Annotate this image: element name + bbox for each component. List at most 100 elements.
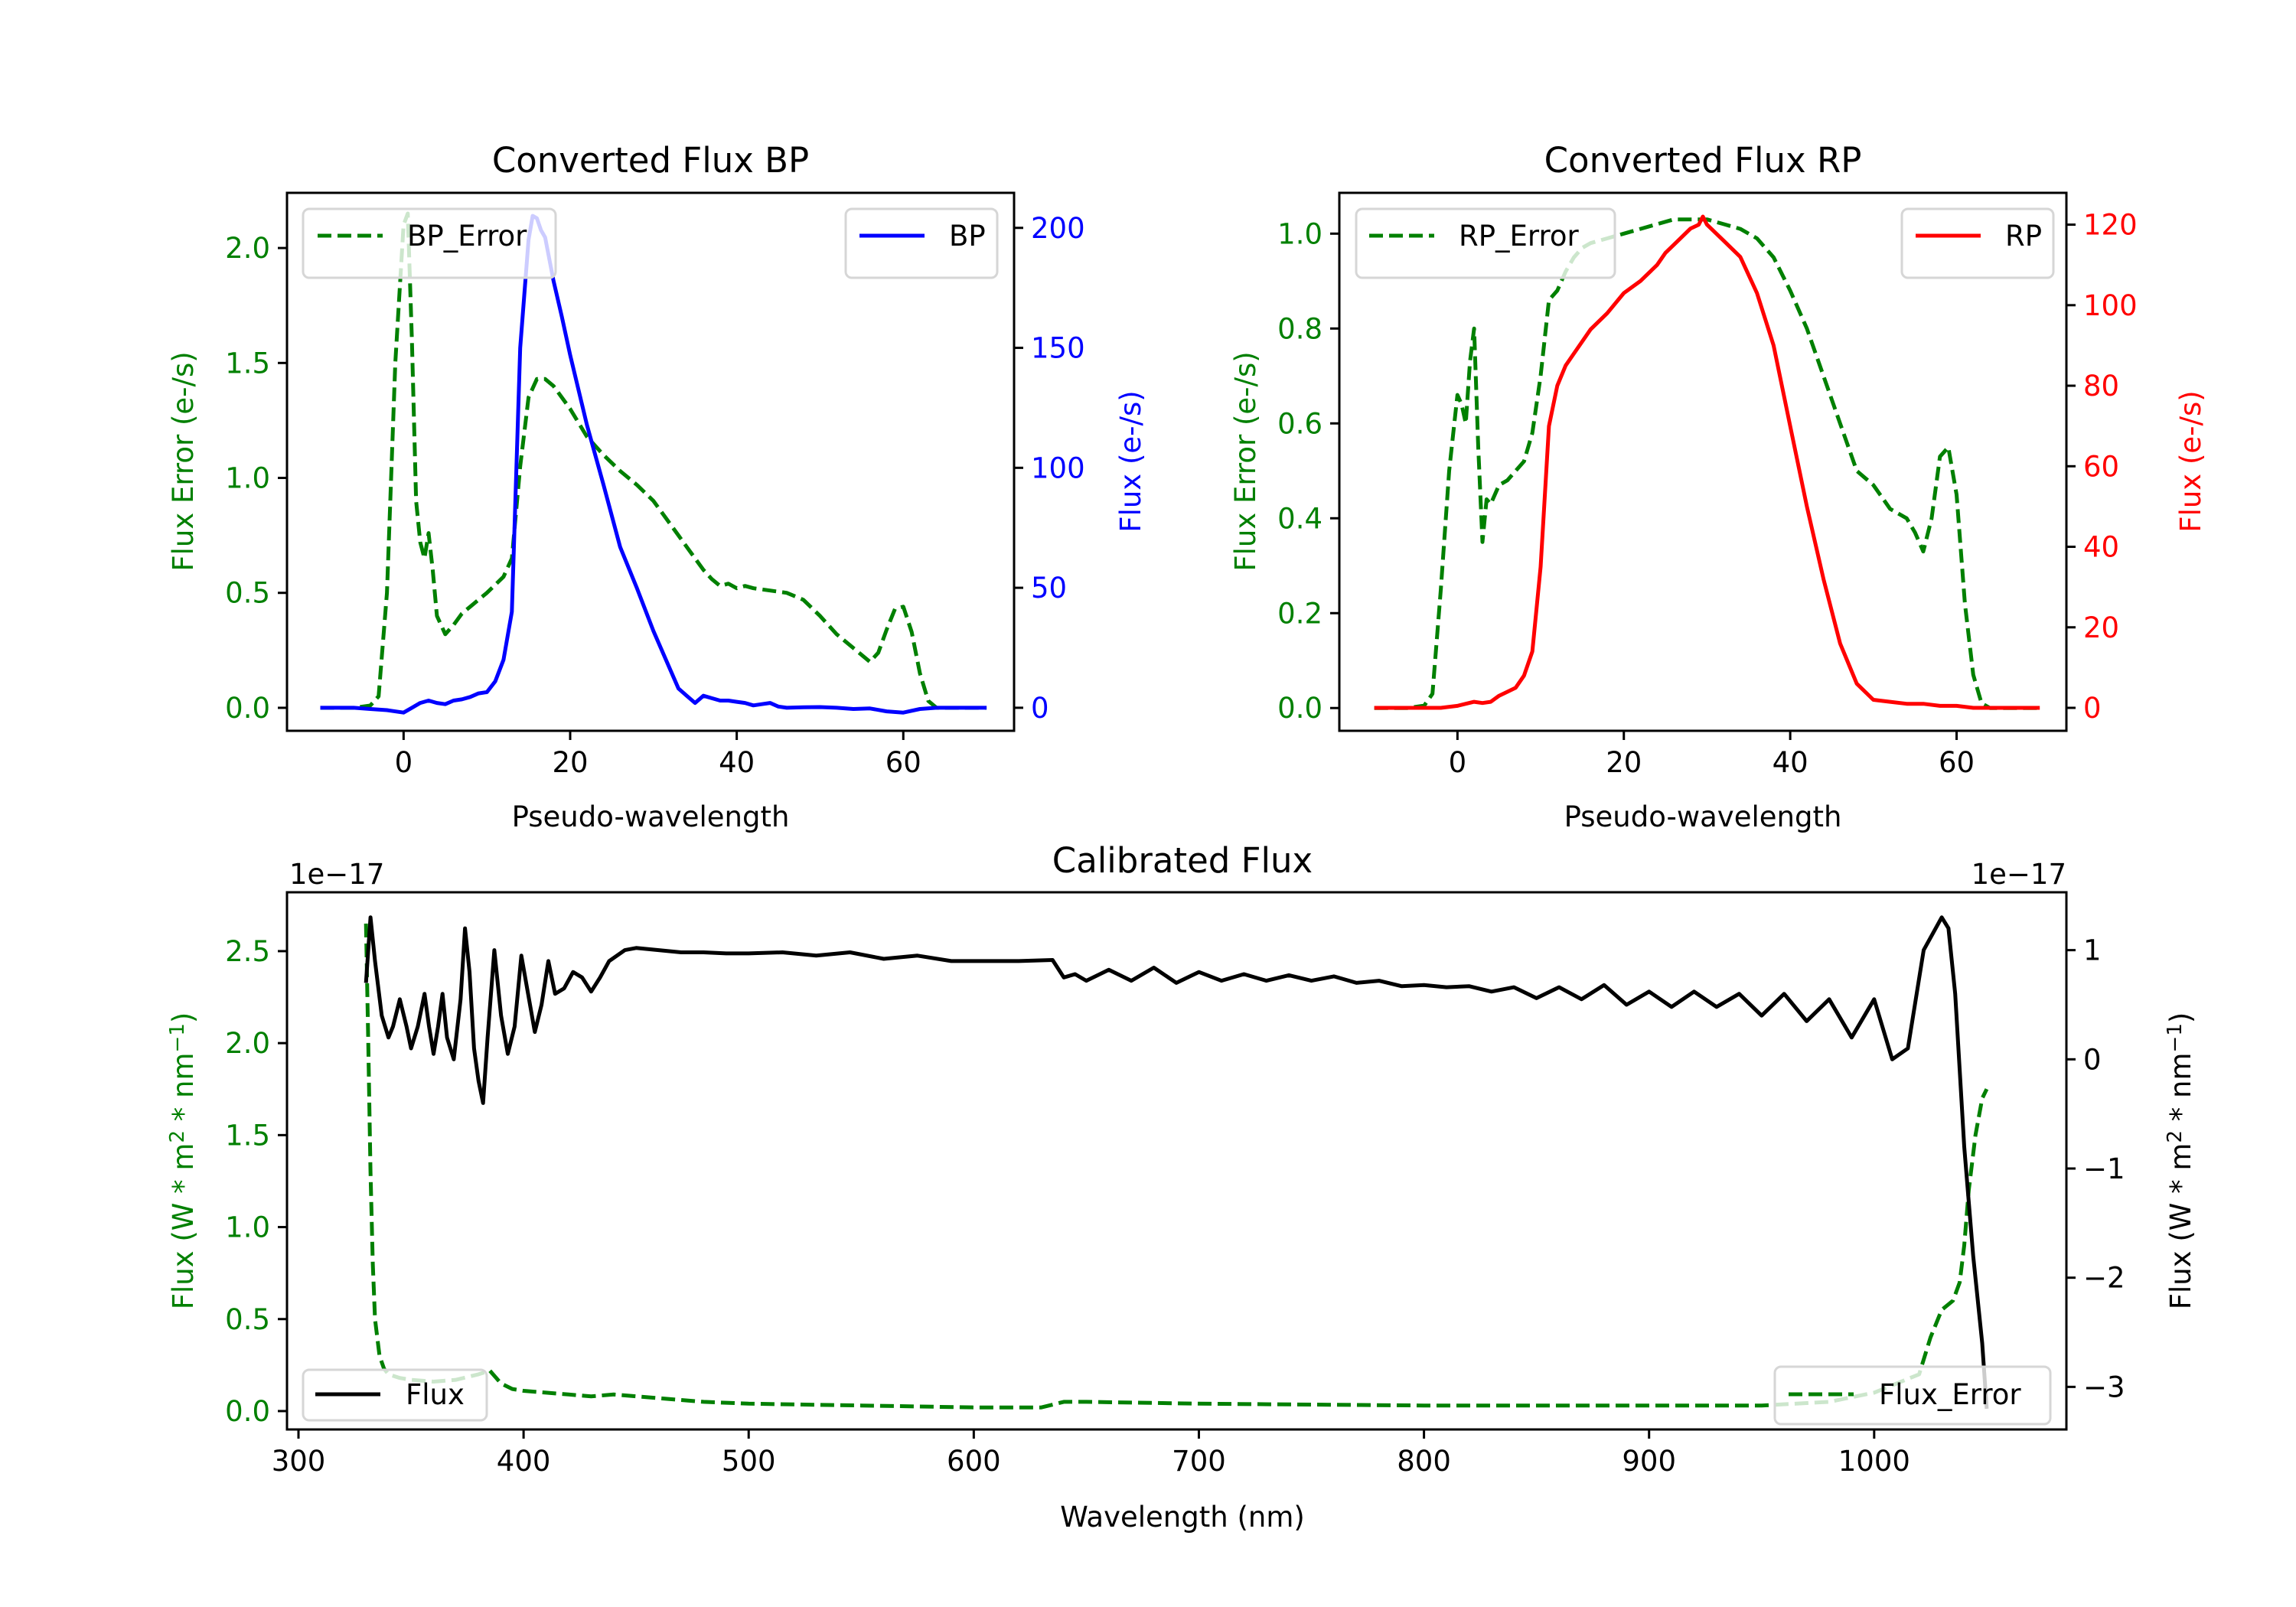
rp-ytick-right-label: 100 [2083, 289, 2138, 322]
calibrated-xlabel: Wavelength (nm) [1060, 1501, 1305, 1534]
bp-legend-error-frame [302, 207, 557, 279]
bp-series-bp-error [320, 211, 987, 710]
calibrated-ytick-right-label: −2 [2083, 1262, 2125, 1295]
calibrated-ylabel-left-text2: * nm [167, 1052, 200, 1130]
bp-xtick-label: 60 [885, 746, 921, 779]
calibrated-ytick-left-label: 1.5 [225, 1119, 270, 1152]
bp-legend-flux-label: BP [949, 220, 986, 253]
calibrated-xtick-label: 300 [272, 1445, 326, 1478]
rp-xtick-label: 0 [1449, 746, 1467, 779]
rp-ylabel-left: Flux Error (e-/s) [1229, 351, 1262, 571]
calibrated-ylabel-right-text: Flux (W * m [2164, 1143, 2197, 1310]
calibrated-ylabel-right-text2: * nm [2164, 1052, 2197, 1130]
bp-plot-area: 0 20 40 60 0.0 0.5 1.0 1.5 2.0 0 50 100 150 200 [225, 191, 1085, 779]
bp-ytick-left-label: 0.5 [225, 577, 270, 610]
bp-legend-flux-frame [844, 207, 999, 279]
calibrated-legend-error-frame [1773, 1365, 2052, 1426]
rp-title: Converted Flux RP [1544, 140, 1862, 181]
rp-legend-error-frame [1355, 207, 1616, 279]
rp-legend-flux-frame [1900, 207, 2055, 279]
rp-ytick-left-label: 0.0 [1277, 692, 1322, 725]
rp-ylabel-right: Flux (e-/s) [2174, 390, 2207, 532]
rp-axes-frame [1338, 191, 2068, 732]
bp-ytick-left-label: 2.0 [225, 232, 270, 265]
rp-legend-flux: RP [1900, 207, 2055, 279]
calibrated-title: Calibrated Flux [1052, 840, 1313, 881]
bp-axes-frame [285, 191, 1016, 732]
calibrated-legend-flux-label: Flux [406, 1378, 465, 1411]
calibrated-ylabel-left: Flux (W * m2 * nm−1) [166, 1012, 200, 1310]
calibrated-xtick-label: 600 [947, 1445, 1001, 1478]
calibrated-ytick-right-label: −3 [2083, 1371, 2125, 1403]
rp-xlabel: Pseudo-wavelength [1564, 800, 1842, 833]
rp-legend-error: RP_Error [1355, 207, 1616, 279]
bp-legend-error-label: BP_Error [407, 220, 527, 253]
bp-xtick-label: 20 [552, 746, 588, 779]
bp-ytick-right-label: 50 [1031, 572, 1067, 605]
calibrated-legend-flux: Flux [302, 1368, 488, 1422]
bp-title: Converted Flux BP [492, 140, 809, 181]
bp-xlabel: Pseudo-wavelength [512, 800, 790, 833]
rp-ytick-left-label: 0.2 [1277, 597, 1322, 630]
calibrated-ytick-left-label: 1.0 [225, 1211, 270, 1244]
calibrated-legend-flux-frame [302, 1368, 488, 1422]
calibrated-legend-error-label: Flux_Error [1879, 1378, 2021, 1411]
bp-ylabel-right: Flux (e-/s) [1114, 390, 1147, 532]
calibrated-offset-left: 1e−17 [289, 858, 384, 891]
bp-ytick-right-label: 100 [1031, 451, 1085, 484]
rp-xtick-label: 20 [1606, 746, 1642, 779]
calibrated-ylabel-right-sup2: −1 [2164, 1023, 2187, 1052]
bp-subplot: Converted Flux BP 0 20 40 60 0.0 0.5 1.0 1.5 2.0… [167, 140, 1147, 833]
rp-xtick-label: 60 [1939, 746, 1975, 779]
calibrated-ytick-left-label: 0.0 [225, 1395, 270, 1428]
rp-ytick-right-label: 40 [2083, 531, 2119, 564]
rp-ytick-right-label: 80 [2083, 370, 2119, 403]
calibrated-xtick-label: 800 [1397, 1445, 1451, 1478]
rp-series-rp [1374, 214, 2040, 710]
calibrated-ylabel-right-close: ) [2164, 1012, 2197, 1023]
calibrated-ytick-right-label: −1 [2083, 1152, 2125, 1185]
rp-xtick-label: 40 [1773, 746, 1808, 779]
calibrated-ytick-left-label: 0.5 [225, 1303, 270, 1336]
bp-ytick-left-label: 1.5 [225, 347, 270, 380]
rp-ytick-left-label: 0.4 [1277, 502, 1322, 535]
calibrated-xtick-label: 700 [1172, 1445, 1226, 1478]
calibrated-ylabel-left-sup: 2 [166, 1130, 189, 1143]
calibrated-ylabel-right: Flux (W * m2 * nm−1) [2164, 1012, 2197, 1310]
rp-ytick-right-label: 120 [2083, 209, 2138, 242]
rp-ytick-left-label: 1.0 [1277, 217, 1322, 250]
rp-legend-flux-label: RP [2005, 220, 2042, 253]
bp-xtick-label: 0 [395, 746, 413, 779]
rp-ytick-right-label: 60 [2083, 450, 2119, 483]
bp-ytick-right-label: 150 [1031, 332, 1085, 365]
bp-ytick-right-label: 0 [1031, 692, 1049, 725]
calibrated-ylabel-right-sup: 2 [2164, 1130, 2187, 1143]
calibrated-ytick-right-label: 0 [2083, 1043, 2102, 1076]
calibrated-ylabel-left-sup2: −1 [166, 1023, 189, 1052]
calibrated-xtick-label: 500 [722, 1445, 776, 1478]
bp-legend-flux: BP [844, 207, 999, 279]
rp-ytick-right-label: 20 [2083, 611, 2119, 644]
bp-legend-error: BP_Error [302, 207, 557, 279]
rp-ytick-right-label: 0 [2083, 692, 2102, 725]
calibrated-xtick-label: 900 [1622, 1445, 1676, 1478]
calibrated-ytick-right-label: 1 [2083, 934, 2102, 967]
rp-ytick-left-label: 0.6 [1277, 407, 1322, 440]
calibrated-offset-right: 1e−17 [1971, 858, 2066, 891]
calibrated-series-flux [364, 915, 1989, 1410]
bp-ytick-right-label: 200 [1031, 212, 1085, 245]
bp-ylabel-left: Flux Error (e-/s) [167, 351, 200, 571]
bp-ytick-left-label: 0.0 [225, 692, 270, 725]
calibrated-plot-area: 300 400 500 600 700 800 900 1000 0.0 0.5 1.0 1.5 2.0… [225, 891, 2125, 1478]
calibrated-xtick-label: 1000 [1838, 1445, 1910, 1478]
calibrated-ytick-left-label: 2.0 [225, 1027, 270, 1060]
calibrated-ylabel-left-text: Flux (W * m [167, 1143, 200, 1310]
calibrated-xtick-label: 400 [497, 1445, 551, 1478]
calibrated-ytick-left-label: 2.5 [225, 935, 270, 968]
bp-ytick-left-label: 1.0 [225, 462, 270, 495]
rp-legend-error-label: RP_Error [1459, 220, 1579, 253]
rp-plot-area: 0 20 40 60 0.0 0.2 0.4 0.6 0.8 1.0 0 20 40 60 80 100 120 [1277, 191, 2138, 779]
rp-subplot: Converted Flux RP 0 20 40 60 0.0 0.2 0.4 0.6 0.8… [1229, 140, 2207, 833]
bp-series-bp [320, 214, 987, 715]
